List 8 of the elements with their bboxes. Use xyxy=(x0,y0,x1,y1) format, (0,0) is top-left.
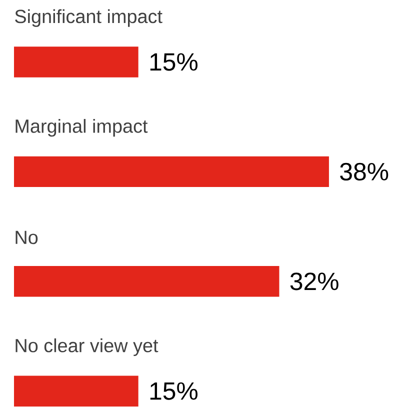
y-tick-label: Marginal impact xyxy=(16,118,148,137)
data-label: 38% xyxy=(340,162,388,181)
y-tick-label: Significant impact xyxy=(15,9,162,27)
data-label: 15% xyxy=(150,53,198,71)
y-tick-label: No clear view yet xyxy=(16,338,158,356)
data-label: 32% xyxy=(290,272,338,290)
y-tick-label: No xyxy=(16,230,38,244)
data-label: 15% xyxy=(150,382,198,400)
